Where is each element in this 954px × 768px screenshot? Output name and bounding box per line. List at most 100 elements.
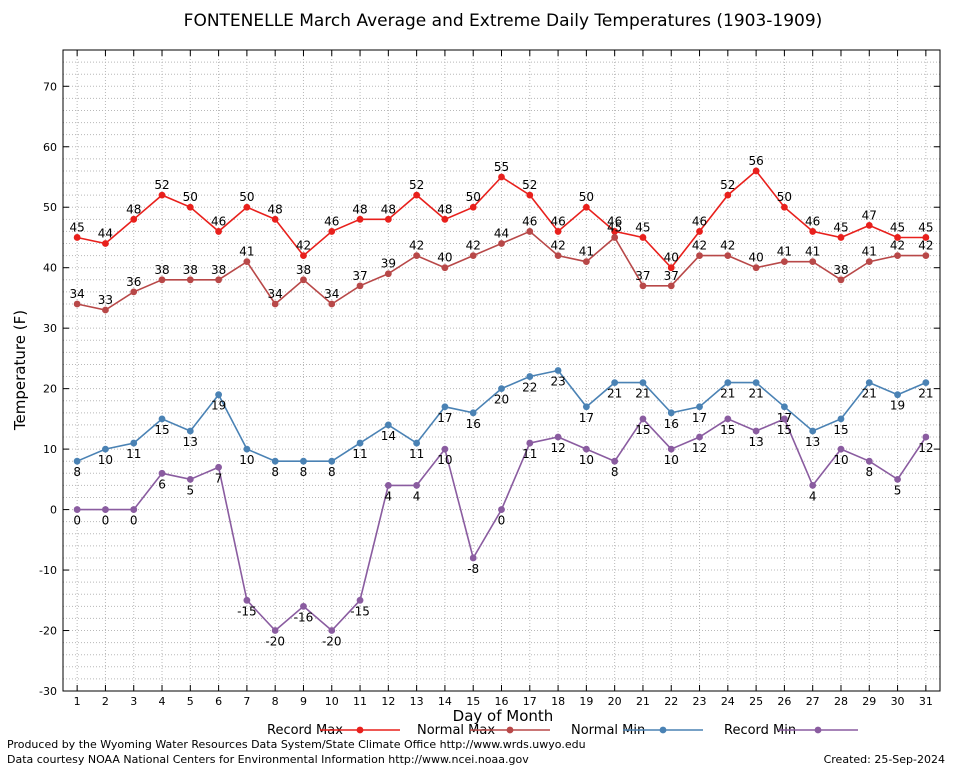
data-point-record-min bbox=[130, 506, 138, 513]
data-label-normal-max: 37 bbox=[352, 269, 367, 283]
data-label-record-max: 40 bbox=[664, 251, 679, 265]
data-label-normal-min: 11 bbox=[409, 447, 424, 461]
x-tick-label: 13 bbox=[410, 695, 424, 708]
data-label-record-max: 42 bbox=[296, 239, 311, 253]
data-label-record-min: 0 bbox=[130, 514, 138, 528]
data-point-normal-min bbox=[158, 415, 166, 423]
data-point-record-min bbox=[300, 602, 307, 610]
data-label-normal-min: 15 bbox=[154, 423, 169, 437]
data-label-normal-max: 41 bbox=[777, 245, 792, 259]
data-point-normal-min bbox=[781, 403, 788, 411]
data-point-record-max bbox=[102, 240, 109, 247]
x-tick-label: 17 bbox=[523, 695, 537, 708]
data-label-normal-min: 10 bbox=[239, 453, 254, 467]
data-point-record-min bbox=[724, 415, 732, 423]
x-axis-title: Day of Month bbox=[453, 707, 554, 725]
data-point-normal-max bbox=[554, 252, 562, 260]
data-label-record-min: -20 bbox=[322, 635, 342, 649]
data-point-normal-max bbox=[469, 252, 477, 260]
data-point-record-min bbox=[469, 554, 477, 562]
data-point-record-max bbox=[809, 228, 817, 235]
data-point-normal-max bbox=[384, 270, 392, 278]
data-label-record-min: 8 bbox=[611, 465, 619, 479]
series-normal-min: 8 10 11 15 13 19 10 8 8 8 11 14 11 17 16 20 22 23 17 21 21 16… bbox=[73, 367, 933, 479]
data-label-normal-min: 8 bbox=[328, 465, 336, 479]
data-point-normal-max bbox=[922, 252, 930, 260]
x-tick-label: 30 bbox=[891, 695, 905, 708]
data-point-record-min bbox=[186, 475, 194, 483]
x-tick-label: 19 bbox=[579, 695, 593, 708]
data-label-record-max: 50 bbox=[183, 190, 198, 204]
data-label-normal-max: 42 bbox=[918, 239, 933, 253]
data-label-record-max: 48 bbox=[437, 202, 452, 216]
data-point-normal-min bbox=[469, 409, 477, 417]
data-point-record-min bbox=[271, 627, 279, 634]
data-point-normal-min bbox=[130, 439, 138, 447]
data-point-record-max bbox=[158, 191, 166, 199]
data-label-record-max: 45 bbox=[70, 220, 85, 234]
x-tick-label: 9 bbox=[300, 695, 307, 708]
legend-item-normal-max: Normal Max bbox=[417, 723, 550, 738]
data-label-normal-max: 40 bbox=[748, 251, 763, 265]
data-point-record-max bbox=[781, 203, 788, 211]
data-label-record-max: 46 bbox=[692, 214, 707, 228]
data-label-normal-min: 17 bbox=[437, 411, 452, 425]
data-label-record-min: 4 bbox=[809, 489, 817, 503]
x-tick-label: 4 bbox=[159, 695, 166, 708]
x-tick-label: 29 bbox=[862, 695, 876, 708]
data-point-record-min bbox=[837, 445, 845, 453]
x-tick-label: 27 bbox=[806, 695, 820, 708]
data-point-record-min bbox=[554, 433, 562, 441]
data-label-record-min: 11 bbox=[522, 447, 537, 461]
data-point-normal-max bbox=[498, 240, 505, 247]
data-point-record-max bbox=[384, 215, 392, 223]
data-label-record-max: 50 bbox=[777, 190, 792, 204]
data-label-normal-min: 19 bbox=[890, 399, 905, 413]
data-point-normal-min bbox=[724, 379, 732, 386]
data-label-record-min: 0 bbox=[73, 514, 81, 528]
y-tick-label: -30 bbox=[39, 685, 57, 698]
data-point-record-max bbox=[724, 191, 732, 199]
data-label-record-max: 48 bbox=[268, 202, 283, 216]
x-tick-label: 14 bbox=[438, 695, 452, 708]
data-label-normal-max: 38 bbox=[296, 263, 311, 277]
data-point-normal-min bbox=[300, 457, 307, 465]
data-label-normal-max: 42 bbox=[466, 239, 481, 253]
data-point-record-max bbox=[186, 203, 194, 211]
data-point-record-max bbox=[582, 203, 590, 211]
data-label-record-max: 48 bbox=[381, 202, 396, 216]
data-label-normal-max: 42 bbox=[890, 239, 905, 253]
data-label-normal-max: 38 bbox=[154, 263, 169, 277]
data-point-record-min bbox=[526, 439, 534, 447]
data-point-normal-max bbox=[526, 228, 534, 235]
data-point-normal-min bbox=[73, 457, 81, 465]
data-label-normal-max: 39 bbox=[381, 257, 396, 271]
data-point-normal-max bbox=[667, 282, 675, 290]
data-point-normal-max bbox=[441, 264, 449, 272]
x-tick-label: 10 bbox=[325, 695, 339, 708]
data-point-normal-min bbox=[639, 379, 647, 386]
data-point-normal-min bbox=[356, 439, 364, 447]
data-label-record-max: 55 bbox=[494, 160, 509, 174]
x-tick-label: 5 bbox=[187, 695, 194, 708]
data-point-record-min bbox=[413, 481, 421, 489]
data-label-normal-max: 40 bbox=[437, 251, 452, 265]
legend-label-record-max: Record Max bbox=[267, 723, 343, 738]
data-label-record-min: 0 bbox=[102, 514, 110, 528]
data-label-normal-max: 42 bbox=[720, 239, 735, 253]
series-record-max: 45 44 48 52 50 46 50 48 42 46 48 48 52 48 50 55 52 46 50 46… bbox=[70, 154, 933, 272]
data-label-record-min: 8 bbox=[865, 465, 873, 479]
y-tick-label: 70 bbox=[43, 80, 57, 93]
data-point-normal-max bbox=[894, 252, 901, 260]
data-point-normal-min bbox=[611, 379, 619, 386]
data-label-normal-min: 21 bbox=[748, 387, 763, 401]
data-label-record-min: 10 bbox=[833, 453, 848, 467]
data-label-normal-min: 8 bbox=[73, 465, 81, 479]
legend-item-record-max: Record Max bbox=[267, 723, 400, 738]
y-tick-label: 60 bbox=[43, 141, 57, 154]
y-tick-label: -20 bbox=[39, 625, 57, 638]
data-point-normal-max bbox=[73, 300, 81, 308]
footer-created-date: Created: 25-Sep-2024 bbox=[824, 753, 945, 766]
data-label-record-min: 4 bbox=[413, 489, 421, 503]
x-tick-label: 16 bbox=[495, 695, 509, 708]
